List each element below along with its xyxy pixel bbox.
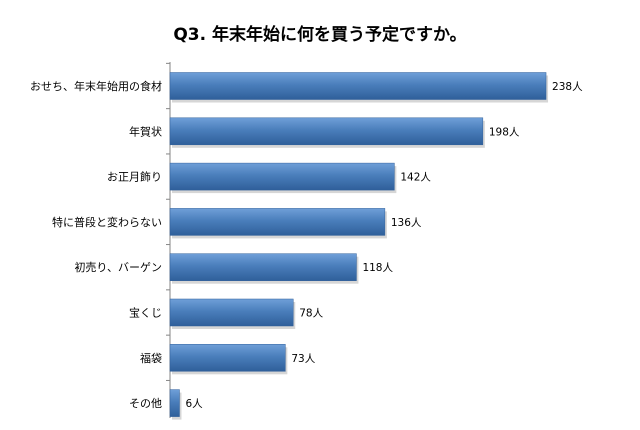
category-label: その他 (129, 397, 162, 410)
value-label: 73人 (291, 353, 315, 365)
category-label: 特に普段と変わらない (52, 215, 162, 229)
value-label: 118人 (362, 262, 393, 274)
bar (169, 298, 294, 327)
bar (169, 253, 357, 281)
category-label: 初売り、バーゲン (74, 260, 162, 274)
category-label: 年賀状 (129, 124, 162, 138)
bar (169, 208, 386, 236)
bar (169, 389, 180, 417)
category-label: お正月飾り (107, 171, 162, 184)
value-label: 142人 (400, 172, 431, 184)
value-label: 198人 (489, 126, 520, 138)
value-label: 136人 (391, 217, 422, 229)
category-label: 福袋 (140, 351, 162, 365)
value-labels: 238人 198人 142人 136人 118人 78人 73人 6人 (185, 81, 583, 410)
category-labels: おせち、年末年始用の食材年賀状お正月飾り特に普段と変わらない初売り、バーゲン宝く… (30, 79, 162, 410)
category-label: 宝くじ (129, 306, 162, 320)
category-label: おせち、年末年始用の食材 (30, 79, 162, 93)
bar (169, 162, 395, 191)
bar (169, 117, 484, 146)
bar (169, 72, 547, 100)
value-label: 6人 (185, 398, 203, 410)
bars (166, 62, 549, 420)
value-label: 238人 (552, 81, 583, 93)
value-label: 78人 (299, 308, 323, 320)
bar (169, 344, 286, 372)
chart-title: Q3. 年末年始に何を買う予定ですか。 (173, 24, 466, 45)
